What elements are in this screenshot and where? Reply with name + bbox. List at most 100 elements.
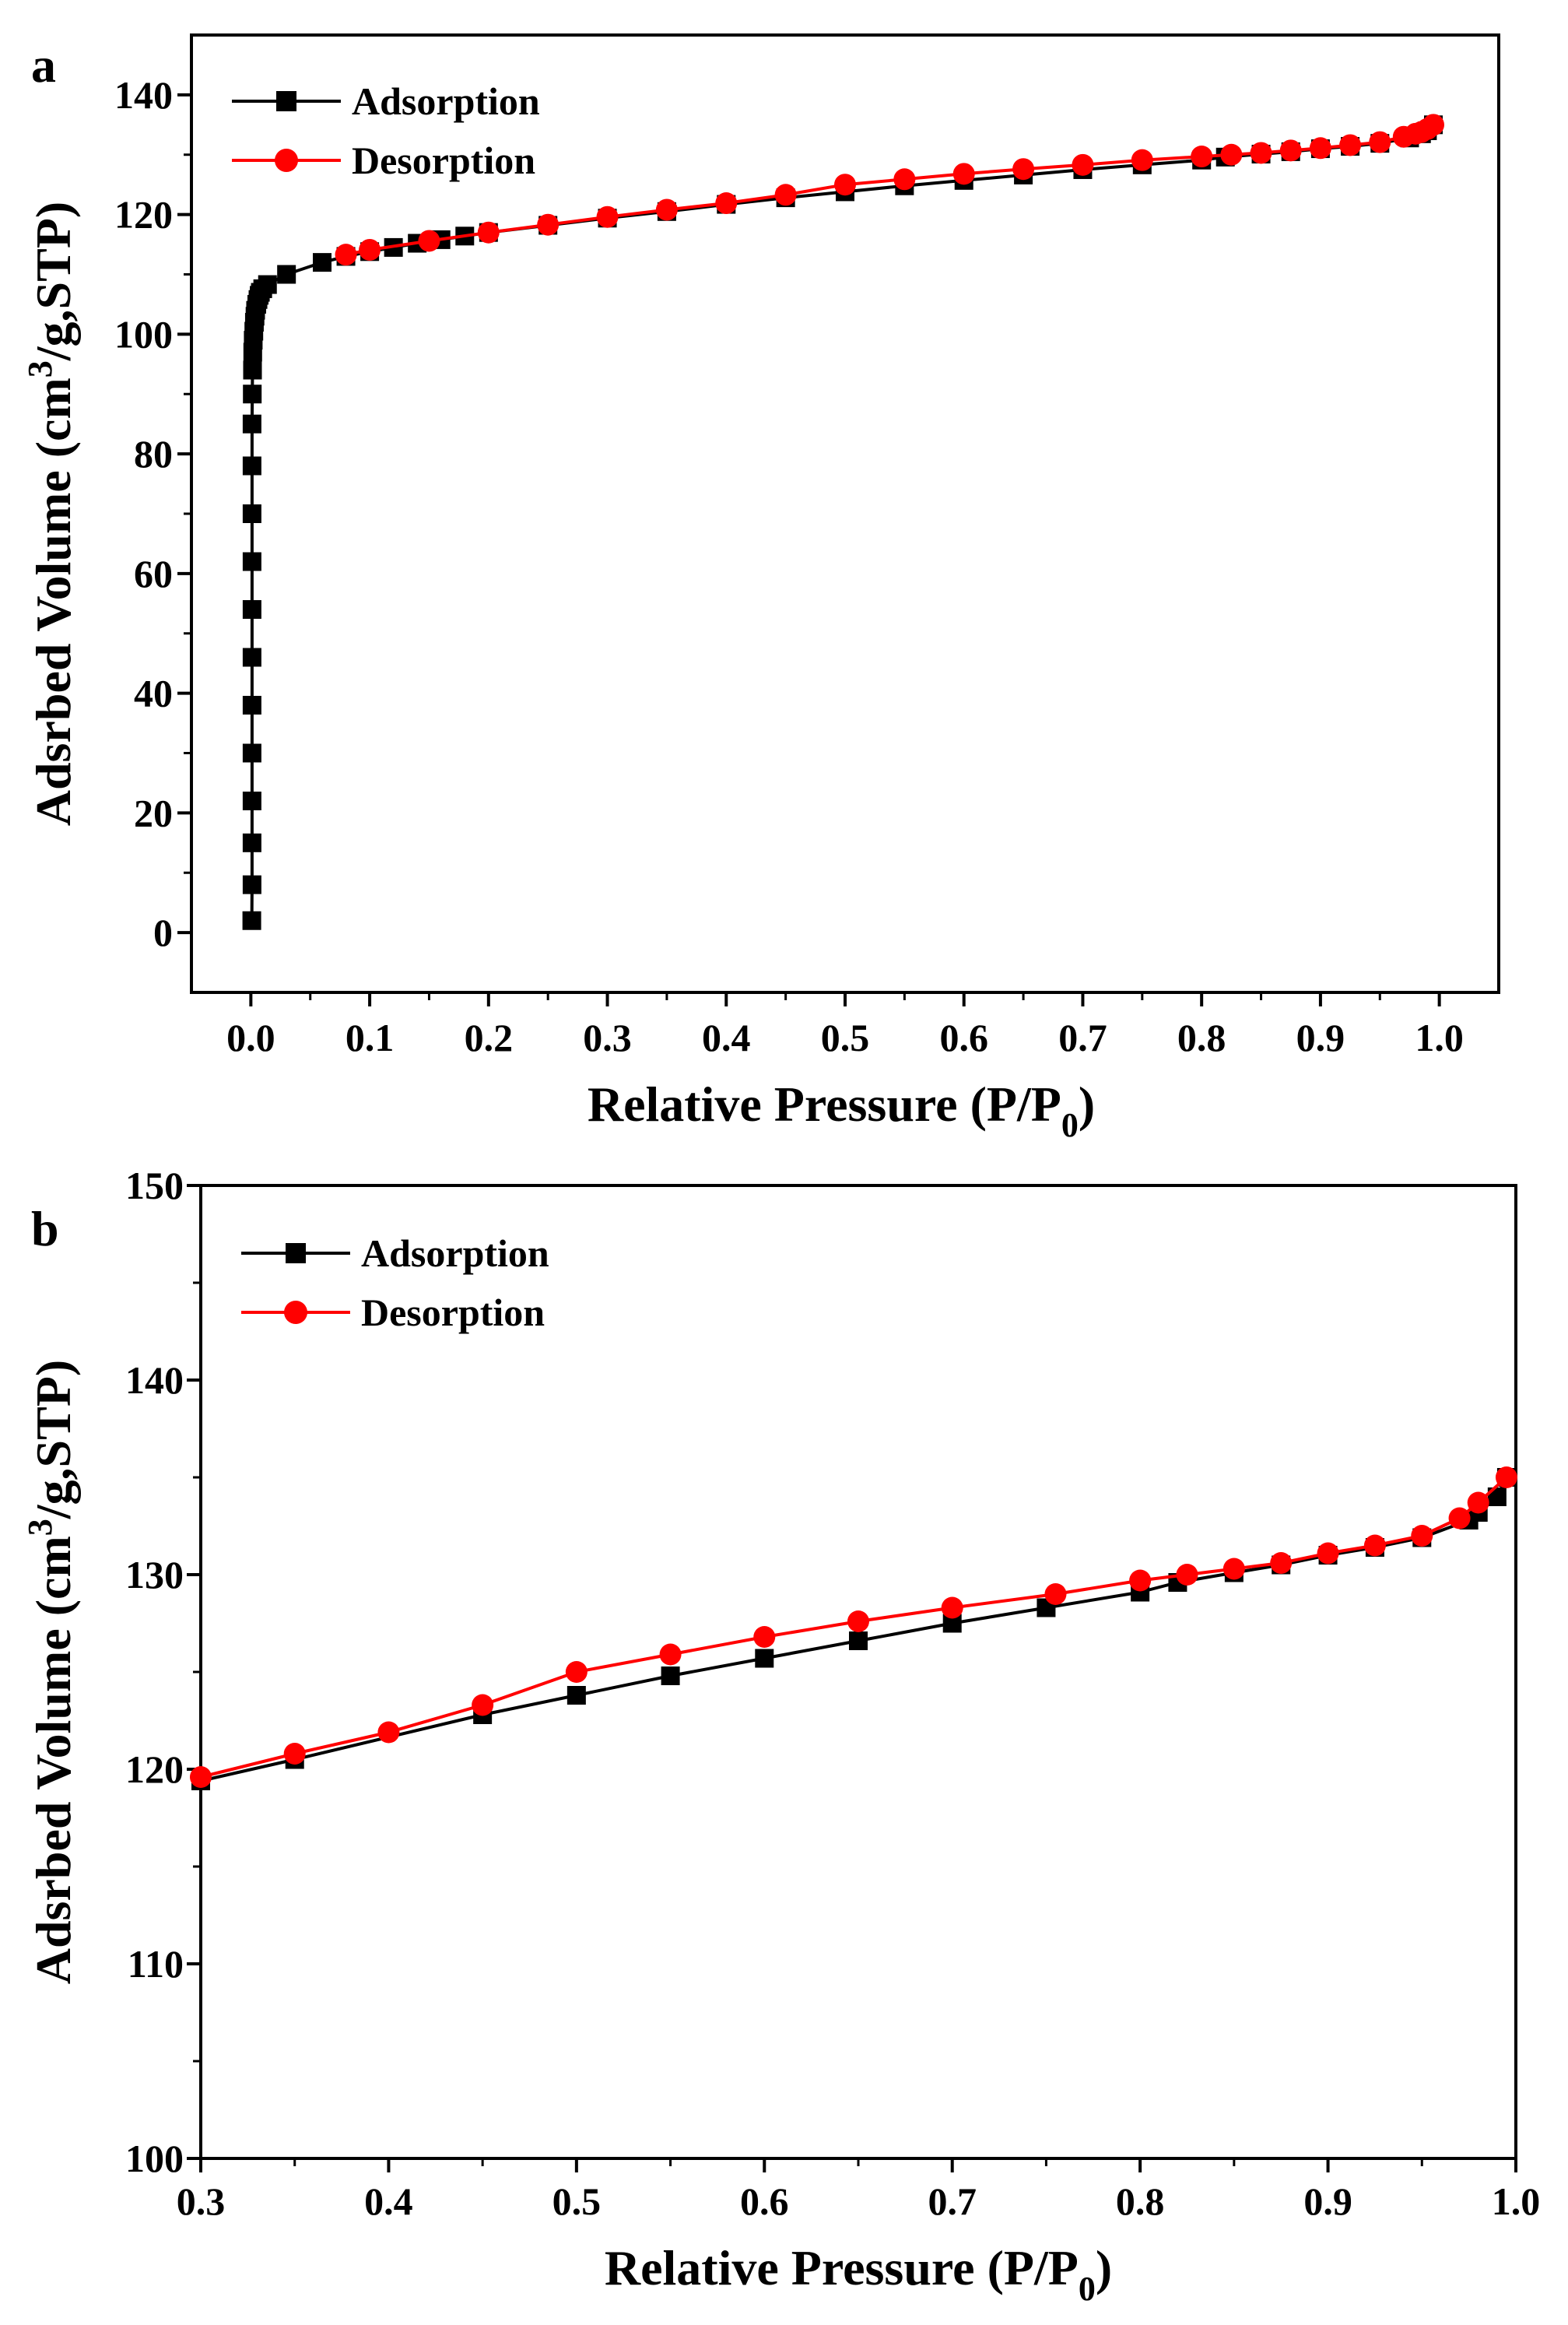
x-axis-title-end: ) (1079, 1076, 1095, 1132)
x-tick-label: 0.8 (1116, 2179, 1165, 2223)
data-point-desorption (1279, 139, 1302, 162)
data-point-desorption (190, 1766, 212, 1788)
y-tick-label: 110 (128, 1942, 184, 1986)
legend-a: Adsorption Desorption (232, 79, 540, 182)
x-tick-label: 0.2 (465, 1016, 514, 1059)
legend-label-desorption: Desorption (352, 139, 535, 182)
x-tick-label: 0.3 (583, 1016, 632, 1059)
y-tick-label: 140 (125, 1358, 184, 1402)
data-point-adsorption (242, 600, 261, 619)
data-point-desorption (753, 1626, 776, 1648)
data-point-adsorption (313, 253, 331, 272)
data-point-desorption (1495, 1466, 1517, 1488)
y-tick-labels-b: 100 110 120 130 140 150 (125, 1164, 184, 2180)
y-tick-label: 100 (125, 2137, 184, 2180)
y-axis-title-b: Adsrbed Volume (cm3/g,STP) (21, 1360, 81, 1985)
chart-panel-b: b 0.3 0.4 0.5 0.6 0.7 0.8 0.9 1.0 100 11… (21, 1164, 1540, 2308)
data-point-desorption (477, 221, 500, 244)
data-point-desorption (1392, 125, 1415, 148)
data-point-desorption (537, 213, 559, 236)
y-tick-label: 130 (125, 1553, 184, 1596)
data-point-desorption (941, 1596, 963, 1619)
axis-ticks-b (187, 1184, 1517, 2172)
data-point-desorption (1363, 1534, 1386, 1557)
data-point-adsorption (661, 1666, 680, 1685)
legend-label-adsorption: Adsorption (361, 1231, 549, 1275)
axis-ticks-a (177, 93, 1441, 1006)
x-tick-label: 0.5 (552, 2179, 602, 2223)
y-axis-title-end: /g,STP) (26, 1360, 81, 1519)
x-axis-title-text: Relative Pressure (P/P (588, 1076, 1061, 1132)
data-point-desorption (1131, 149, 1153, 171)
data-point-desorption (1220, 143, 1243, 166)
y-axis-title-superscript: 3 (21, 360, 59, 378)
y-tick-label: 20 (134, 791, 173, 834)
data-point-adsorption (243, 385, 262, 404)
data-point-desorption (335, 244, 357, 266)
x-axis-title-end: ) (1096, 2240, 1112, 2295)
data-point-desorption (472, 1694, 494, 1716)
y-tick-label: 120 (125, 1747, 184, 1791)
data-point-adsorption (242, 456, 261, 476)
data-point-desorption (893, 168, 916, 191)
data-point-desorption (1339, 134, 1362, 156)
data-point-desorption (359, 238, 381, 261)
legend-label-adsorption: Adsorption (352, 79, 540, 123)
data-point-desorption (1369, 131, 1391, 153)
data-point-desorption (1250, 142, 1272, 164)
data-point-desorption (834, 174, 856, 196)
data-point-desorption (565, 1661, 588, 1683)
data-point-adsorption (242, 696, 261, 715)
series-group-b (190, 1466, 1517, 1790)
x-tick-label: 0.3 (177, 2179, 226, 2223)
data-point-desorption (952, 163, 975, 185)
x-tick-label: 0.8 (1177, 1016, 1226, 1059)
data-point-desorption (1309, 137, 1331, 160)
data-point-adsorption (242, 911, 261, 930)
y-axis-title-text: Adsrbed Volume (cm (26, 378, 81, 826)
data-point-desorption (1222, 1558, 1245, 1580)
data-point-desorption (774, 184, 797, 206)
chart-panel-a: a 0.0 0.1 0.2 0.3 0.4 0.5 0.6 0.7 0.8 0.… (21, 33, 1500, 1144)
series-group-a (242, 114, 1444, 930)
data-point-adsorption (242, 552, 261, 571)
data-point-desorption (283, 1743, 306, 1765)
x-axis-title-b: Relative Pressure (P/P0) (605, 2240, 1112, 2308)
x-tick-labels-a: 0.0 0.1 0.2 0.3 0.4 0.5 0.6 0.7 0.8 0.9 … (226, 1016, 1464, 1059)
data-point-desorption (659, 1643, 682, 1666)
x-axis-title-a: Relative Pressure (P/P0) (588, 1076, 1095, 1144)
data-point-desorption (596, 205, 619, 228)
x-tick-label: 0.7 (1058, 1016, 1107, 1059)
y-tick-label: 150 (125, 1164, 184, 1207)
data-point-adsorption (567, 1686, 586, 1705)
x-tick-label: 1.0 (1415, 1016, 1464, 1059)
x-tick-label: 0.0 (226, 1016, 275, 1059)
data-point-desorption (1012, 158, 1035, 181)
x-tick-label: 0.9 (1303, 2179, 1352, 2223)
data-point-desorption (715, 192, 738, 215)
x-tick-label: 0.6 (939, 1016, 988, 1059)
data-point-desorption (1467, 1491, 1489, 1514)
x-tick-label: 0.1 (346, 1016, 395, 1059)
data-point-desorption (847, 1610, 869, 1632)
y-tick-label: 80 (134, 432, 173, 476)
x-axis-title-subscript: 0 (1079, 2270, 1096, 2308)
data-point-adsorption (277, 265, 296, 284)
data-point-desorption (1191, 146, 1213, 168)
x-tick-label: 0.4 (364, 2179, 413, 2223)
panel-label-a: a (31, 37, 56, 93)
data-point-desorption (655, 198, 678, 221)
legend-label-desorption: Desorption (361, 1291, 545, 1334)
y-axis-title-text: Adsrbed Volume (cm (26, 1536, 81, 1984)
y-tick-label: 100 (114, 312, 173, 356)
x-tick-label: 0.6 (740, 2179, 789, 2223)
legend-marker-adsorption (276, 91, 296, 111)
y-axis-title-superscript: 3 (21, 1519, 59, 1536)
y-tick-label: 120 (114, 193, 173, 237)
data-point-adsorption (242, 875, 261, 894)
x-tick-label: 0.7 (928, 2179, 977, 2223)
y-tick-labels-a: 0 20 40 60 80 100 120 140 (114, 73, 173, 954)
data-point-adsorption (755, 1649, 774, 1668)
